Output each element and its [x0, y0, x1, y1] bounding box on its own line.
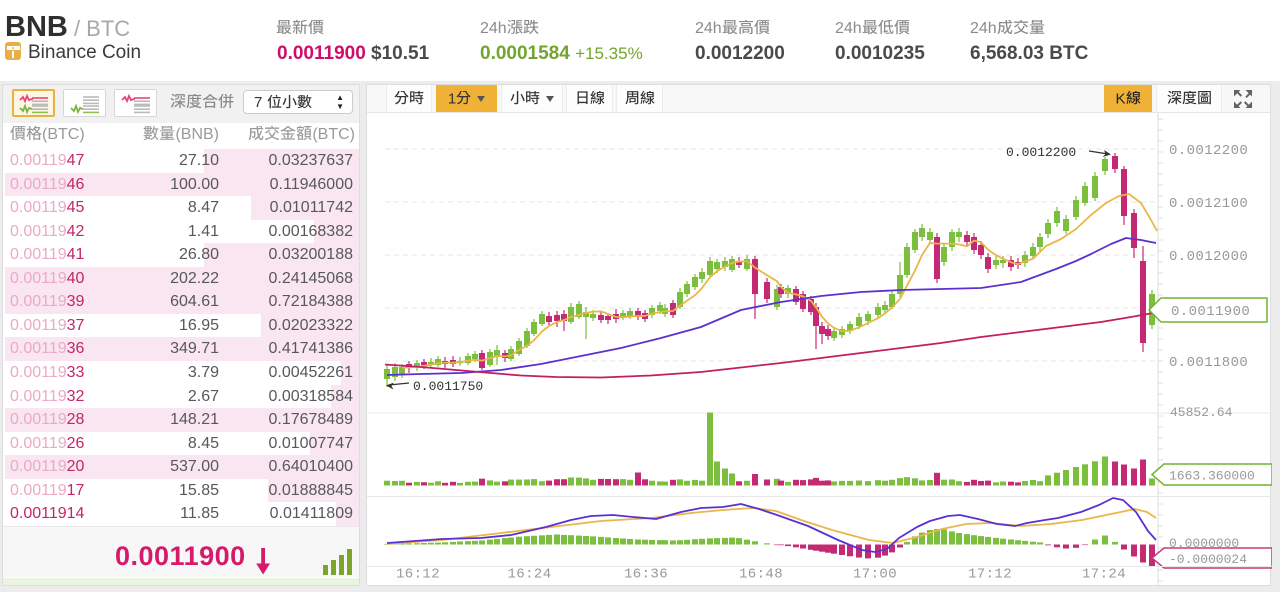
- svg-text:1663.360000: 1663.360000: [1169, 469, 1255, 484]
- svg-text:0.0011800: 0.0011800: [1169, 355, 1248, 371]
- svg-text:0.0012000: 0.0012000: [1169, 249, 1248, 265]
- svg-text:0.0012200: 0.0012200: [1006, 145, 1076, 160]
- svg-text:17:00: 17:00: [853, 567, 897, 583]
- svg-text:-0.0000024: -0.0000024: [1169, 552, 1247, 567]
- svg-text:0.0011750: 0.0011750: [413, 379, 483, 394]
- svg-text:17:24: 17:24: [1082, 567, 1126, 583]
- svg-text:16:24: 16:24: [507, 567, 551, 583]
- svg-text:45852.64: 45852.64: [1170, 405, 1233, 420]
- svg-text:16:36: 16:36: [624, 567, 668, 583]
- svg-text:0.0012200: 0.0012200: [1169, 143, 1248, 159]
- svg-text:16:12: 16:12: [396, 567, 440, 583]
- svg-text:16:48: 16:48: [739, 567, 783, 583]
- svg-text:0.0012100: 0.0012100: [1169, 196, 1248, 212]
- svg-text:0.0011900: 0.0011900: [1171, 304, 1250, 320]
- svg-text:17:12: 17:12: [968, 567, 1012, 583]
